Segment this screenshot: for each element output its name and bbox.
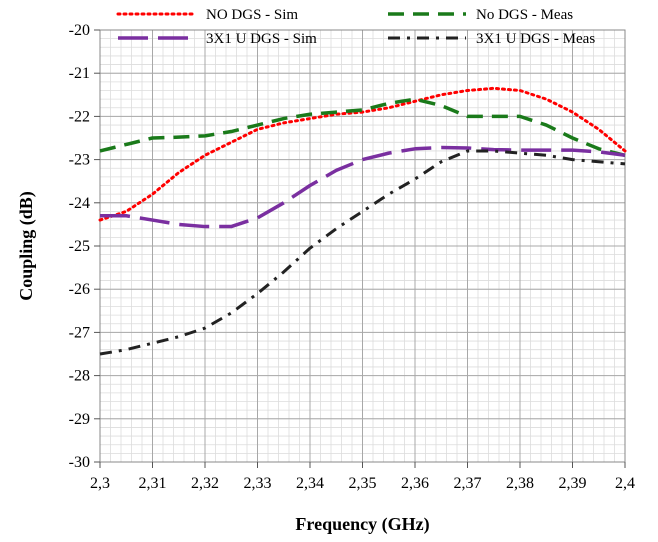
series-line-2 [99,97,626,157]
x-tick-label: 2,31 [139,475,167,492]
legend-item-4: 3X1 U DGS - Meas [388,31,595,47]
legend-item-1: NO DGS - Sim [116,7,298,23]
x-tick-label: 2,3 [90,475,110,492]
y-tick-label: -20 [69,22,90,39]
legend-label: NO DGS - Sim [206,7,298,23]
y-tick-label: -27 [69,324,90,341]
legend-item-2: No DGS - Meas [388,7,573,23]
x-tick-label: 2,39 [559,475,587,492]
y-tick-label: -23 [69,152,90,169]
series-line-4 [99,149,626,356]
x-tick-label: 2,38 [506,475,534,492]
y-tick-label: -24 [69,195,90,212]
y-tick-label: -26 [69,281,90,298]
y-tick-label: -28 [69,368,90,385]
y-tick-label: -25 [69,238,90,255]
legend-label: 3X1 U DGS - Sim [206,31,317,47]
x-tick-label: 2,33 [244,475,272,492]
x-tick-label: 2,34 [296,475,324,492]
legend-label: 3X1 U DGS - Meas [476,31,595,47]
series-line-3 [100,145,626,229]
x-tick-label: 2,35 [349,475,377,492]
major-grid [99,29,626,463]
x-axis-title: Frequency (GHz) [295,514,429,535]
x-tick-label: 2,36 [401,475,429,492]
legend-item-3: 3X1 U DGS - Sim [118,31,317,47]
y-axis-title: Coupling (dB) [16,191,37,301]
legend-label: No DGS - Meas [476,7,573,23]
x-tick-label: 2,37 [454,475,482,492]
series-line-1 [98,86,627,222]
axis-ticks [94,29,626,468]
series-layer [98,86,627,356]
y-tick-label: -30 [69,454,90,471]
legend: NO DGS - Sim No DGS - Meas 3X1 U DGS - Sim… [116,7,595,47]
x-tick-label: 2,4 [615,475,635,492]
y-tick-label: -29 [69,411,90,428]
y-tick-label: -21 [69,65,90,82]
tick-labels: 2,3 2,31 2,32 2,33 2,34 2,35 2,36 2,37 2,38 2,39 2… [69,22,635,492]
y-tick-label: -22 [69,108,90,125]
x-tick-label: 2,32 [191,475,219,492]
